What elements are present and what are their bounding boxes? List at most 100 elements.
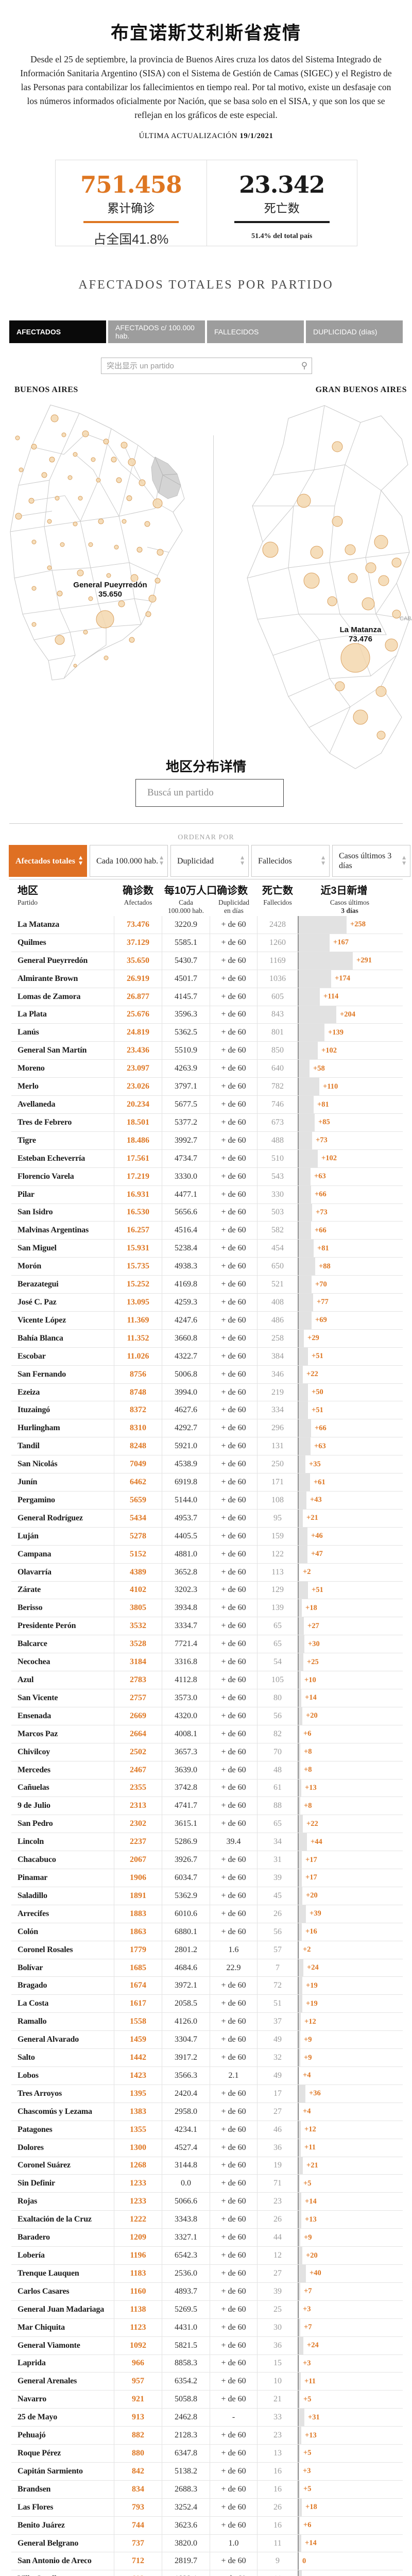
table-row[interactable]: Junín 6462 6919.8 + de 60 171 +61 <box>11 1473 403 1492</box>
table-row[interactable]: General Alvarado 1459 3304.7 + de 60 49 +9 <box>11 2031 403 2049</box>
table-row[interactable]: Florencio Varela 17.219 3330.0 + de 60 543 +6… <box>11 1167 403 1186</box>
table-row[interactable]: Necochea 3184 3316.8 + de 60 54 +25 <box>11 1653 403 1672</box>
table-row[interactable]: Ensenada 2669 4320.0 + de 60 56 +20 <box>11 1707 403 1725</box>
table-row[interactable]: Lomas de Zamora 26.877 4145.7 + de 60 605 +11… <box>11 988 403 1006</box>
sort-button-2[interactable]: Duplicidad ▲ ▼ <box>170 845 249 877</box>
tab-0[interactable]: AFECTADOS <box>9 320 106 343</box>
table-row[interactable]: Saladillo 1891 5362.9 + de 60 45 +20 <box>11 1887 403 1905</box>
table-row[interactable]: Chivilcoy 2502 3657.3 + de 60 70 +8 <box>11 1743 403 1761</box>
table-row[interactable]: Coronel Suárez 1268 3144.8 + de 60 19 +21 <box>11 2157 403 2175</box>
map-search-input[interactable] <box>101 361 297 371</box>
table-row[interactable]: General Pueyrredón 35.650 5430.7 + de 60 116… <box>11 952 403 970</box>
table-row[interactable]: Lincoln 2237 5286.9 39.4 34 +44 <box>11 1833 403 1852</box>
table-row[interactable]: Escobar 11.026 4322.7 + de 60 384 +51 <box>11 1347 403 1366</box>
table-row[interactable]: Laprida 966 8858.3 + de 60 15 +3 <box>11 2354 403 2373</box>
table-row[interactable]: Tres Arroyos 1395 2420.4 + de 60 17 +36 <box>11 2084 403 2103</box>
table-row[interactable]: Pinamar 1906 6034.7 + de 60 39 +17 <box>11 1869 403 1887</box>
table-row[interactable]: Roque Pérez 880 6347.8 + de 60 13 +5 <box>11 2445 403 2463</box>
table-row[interactable]: Arrecifes 1883 6010.6 + de 60 26 +39 <box>11 1905 403 1923</box>
tab-1[interactable]: AFECTADOS c/ 100.000 hab. <box>108 320 205 343</box>
table-row[interactable]: Rojas 1233 5066.6 + de 60 23 +14 <box>11 2193 403 2211</box>
table-row[interactable]: 9 de Julio 2313 4741.7 + de 60 88 +8 <box>11 1797 403 1816</box>
table-row[interactable]: Chacabuco 2067 3926.7 + de 60 31 +17 <box>11 1851 403 1870</box>
table-row[interactable]: José C. Paz 13.095 4259.3 + de 60 408 +77 <box>11 1294 403 1312</box>
table-row[interactable]: Almirante Brown 26.919 4501.7 + de 60 1036 +1… <box>11 970 403 988</box>
table-row[interactable]: Dolores 1300 4527.4 + de 60 36 +11 <box>11 2139 403 2157</box>
table-row[interactable]: Lanús 24.819 5362.5 + de 60 801 +139 <box>11 1024 403 1042</box>
table-row[interactable]: Colón 1863 6880.1 + de 60 56 +16 <box>11 1923 403 1941</box>
sort-button-1[interactable]: Cada 100.000 hab. ▲ ▼ <box>90 845 168 877</box>
table-row[interactable]: La Plata 25.676 3596.3 + de 60 843 +204 <box>11 1006 403 1024</box>
table-row[interactable]: San Isidro 16.530 5656.6 + de 60 503 +73 <box>11 1204 403 1222</box>
table-row[interactable]: Luján 5278 4405.5 + de 60 159 +46 <box>11 1527 403 1546</box>
table-row[interactable]: Coronel Rosales 1779 2801.2 1.6 57 +2 <box>11 1941 403 1959</box>
table-row[interactable]: San Miguel 15.931 5238.4 + de 60 454 +81 <box>11 1240 403 1258</box>
table-row[interactable]: Lobos 1423 3566.3 2.1 49 +4 <box>11 2067 403 2085</box>
table-row[interactable]: 25 de Mayo 913 2462.8- 33 +31 <box>11 2409 403 2427</box>
gran-buenos-aires-map[interactable]: CABA La Matanza 73.476 <box>227 398 412 779</box>
tab-2[interactable]: FALLECIDOS <box>207 320 304 343</box>
table-row[interactable]: Exaltación de la Cruz 1222 3343.8 + de 60 26… <box>11 2211 403 2229</box>
table-row[interactable]: Azul 2783 4112.8 + de 60 105 +10 <box>11 1671 403 1689</box>
table-row[interactable]: Cañuelas 2355 3742.8 + de 60 61 +13 <box>11 1779 403 1798</box>
table-row[interactable]: Marcos Paz 2664 4008.1 + de 60 82 +6 <box>11 1725 403 1743</box>
partido-search-box[interactable] <box>135 779 284 807</box>
table-row[interactable]: Trenque Lauquen 1183 2536.0 + de 60 27 +40 <box>11 2264 403 2283</box>
table-row[interactable]: Quilmes 37.129 5585.1 + de 60 1260 +167 <box>11 934 403 952</box>
table-row[interactable]: General Viamonte 1092 5821.5 + de 60 36 +24 <box>11 2336 403 2355</box>
table-row[interactable]: Bahía Blanca 11.352 3660.8 + de 60 258 +29 <box>11 1329 403 1348</box>
table-row[interactable]: Berisso 3805 3934.8 + de 60 139 +18 <box>11 1599 403 1618</box>
table-row[interactable]: General Rodríguez 5434 4953.7 + de 60 95 +21 <box>11 1509 403 1528</box>
table-row[interactable]: Avellaneda 20.234 5677.5 + de 60 746 +81 <box>11 1096 403 1114</box>
table-row[interactable]: San Vicente 2757 3573.0 + de 60 80 +14 <box>11 1689 403 1707</box>
table-row[interactable]: Capitán Sarmiento 842 5138.2 + de 60 16 +3 <box>11 2462 403 2481</box>
table-row[interactable]: Mercedes 2467 3639.0 + de 60 48 +8 <box>11 1761 403 1780</box>
table-row[interactable]: Salto 1442 3917.2 + de 60 32 +9 <box>11 2049 403 2067</box>
table-row[interactable]: General Juan Madariaga 1138 5269.5 + de 60 2… <box>11 2300 403 2319</box>
map-search-box[interactable]: ⚲ <box>101 358 312 374</box>
table-row[interactable]: San Nicolás 7049 4538.9 + de 60 250 +35 <box>11 1455 403 1474</box>
table-row[interactable]: Pehuajó 882 2128.3 + de 60 23 +13 <box>11 2427 403 2445</box>
table-row[interactable]: La Costa 1617 2058.5 + de 60 51 +19 <box>11 1995 403 2013</box>
buenos-aires-province-map[interactable]: General Pueyrredón 35.650 <box>3 398 211 686</box>
table-row[interactable]: Balcarce 3528 7721.4 + de 60 65 +30 <box>11 1635 403 1654</box>
table-row[interactable]: Ezeiza 8748 3994.0 + de 60 219 +50 <box>11 1383 403 1402</box>
table-row[interactable]: General San Martín 23.436 5510.9 + de 60 850… <box>11 1042 403 1060</box>
table-row[interactable]: Presidente Perón 3532 3334.7 + de 60 65 +27 <box>11 1617 403 1636</box>
table-row[interactable]: Brandsen 834 2688.3 + de 60 16 +5 <box>11 2480 403 2499</box>
table-row[interactable]: San Pedro 2302 3615.1 + de 60 65 +22 <box>11 1815 403 1834</box>
table-row[interactable]: Lobería 1196 6542.3 + de 60 12 +20 <box>11 2247 403 2265</box>
table-row[interactable]: General Arenales 957 6354.2 + de 60 10 +11 <box>11 2372 403 2391</box>
table-row[interactable]: Malvinas Argentinas 16.257 4516.4 + de 60 58… <box>11 1222 403 1240</box>
table-row[interactable]: Zárate 4102 3202.3 + de 60 129 +51 <box>11 1581 403 1600</box>
partido-search-input[interactable] <box>136 779 283 806</box>
sort-button-4[interactable]: Casos últimos 3 días ▲ ▼ <box>332 845 410 877</box>
table-row[interactable]: Sin Definir 1233 0.0 + de 60 71 +5 <box>11 2175 403 2193</box>
table-row[interactable]: Tigre 18.486 3992.7 + de 60 488 +73 <box>11 1131 403 1150</box>
table-row[interactable]: Moreno 23.097 4263.9 + de 60 640 +58 <box>11 1060 403 1078</box>
sort-button-0[interactable]: Afectados totales ▲ ▼ <box>9 845 87 877</box>
table-row[interactable]: Chascomús y Lezama 1383 2958.0 + de 60 27 +4 <box>11 2103 403 2121</box>
table-row[interactable]: Ituzaingó 8372 4627.6 + de 60 334 +51 <box>11 1401 403 1420</box>
table-row[interactable]: Campana 5152 4881.0 + de 60 122 +47 <box>11 1545 403 1564</box>
table-row[interactable]: Bolívar 1685 4684.6 22.9 7 +24 <box>11 1959 403 1977</box>
table-row[interactable]: Vicente López 11.369 4247.6 + de 60 486 +69 <box>11 1311 403 1330</box>
table-row[interactable]: Navarro 921 5058.8 + de 60 21 +5 <box>11 2391 403 2409</box>
table-row[interactable]: Patagones 1355 4234.1 + de 60 46 +12 <box>11 2121 403 2139</box>
table-row[interactable]: Esteban Echeverría 17.561 4734.7 + de 60 510… <box>11 1149 403 1168</box>
table-row[interactable]: Las Flores 793 3252.4 + de 60 26 +18 <box>11 2498 403 2517</box>
table-row[interactable]: Ramallo 1558 4126.0 + de 60 37 +12 <box>11 2013 403 2031</box>
table-row[interactable]: Benito Juárez 744 3623.6 + de 60 16 +6 <box>11 2516 403 2535</box>
table-row[interactable]: San Antonio de Areco 712 2819.7 + de 60 9 0 <box>11 2552 403 2571</box>
table-row[interactable]: Merlo 23.026 3797.1 + de 60 782 +110 <box>11 1078 403 1096</box>
table-row[interactable]: Hurlingham 8310 4292.7 + de 60 296 +66 <box>11 1419 403 1438</box>
table-row[interactable]: Baradero 1209 3327.1 + de 60 44 +9 <box>11 2229 403 2247</box>
table-row[interactable]: San Fernando 8756 5006.8 + de 60 346 +22 <box>11 1365 403 1384</box>
table-row[interactable]: Pilar 16.931 4477.1 + de 60 330 +66 <box>11 1185 403 1204</box>
table-row[interactable]: La Matanza 73.476 3220.9 + de 60 2428 +258 <box>11 916 403 934</box>
table-row[interactable]: Mar Chiquita 1123 4431.0 + de 60 30 +7 <box>11 2318 403 2337</box>
table-row[interactable]: Pergamino 5659 5144.0 + de 60 108 +43 <box>11 1492 403 1510</box>
table-row[interactable]: Berazategui 15.252 4169.8 + de 60 521 +70 <box>11 1276 403 1294</box>
table-row[interactable]: General Belgrano 737 3820.0 1.0 11 +14 <box>11 2534 403 2553</box>
